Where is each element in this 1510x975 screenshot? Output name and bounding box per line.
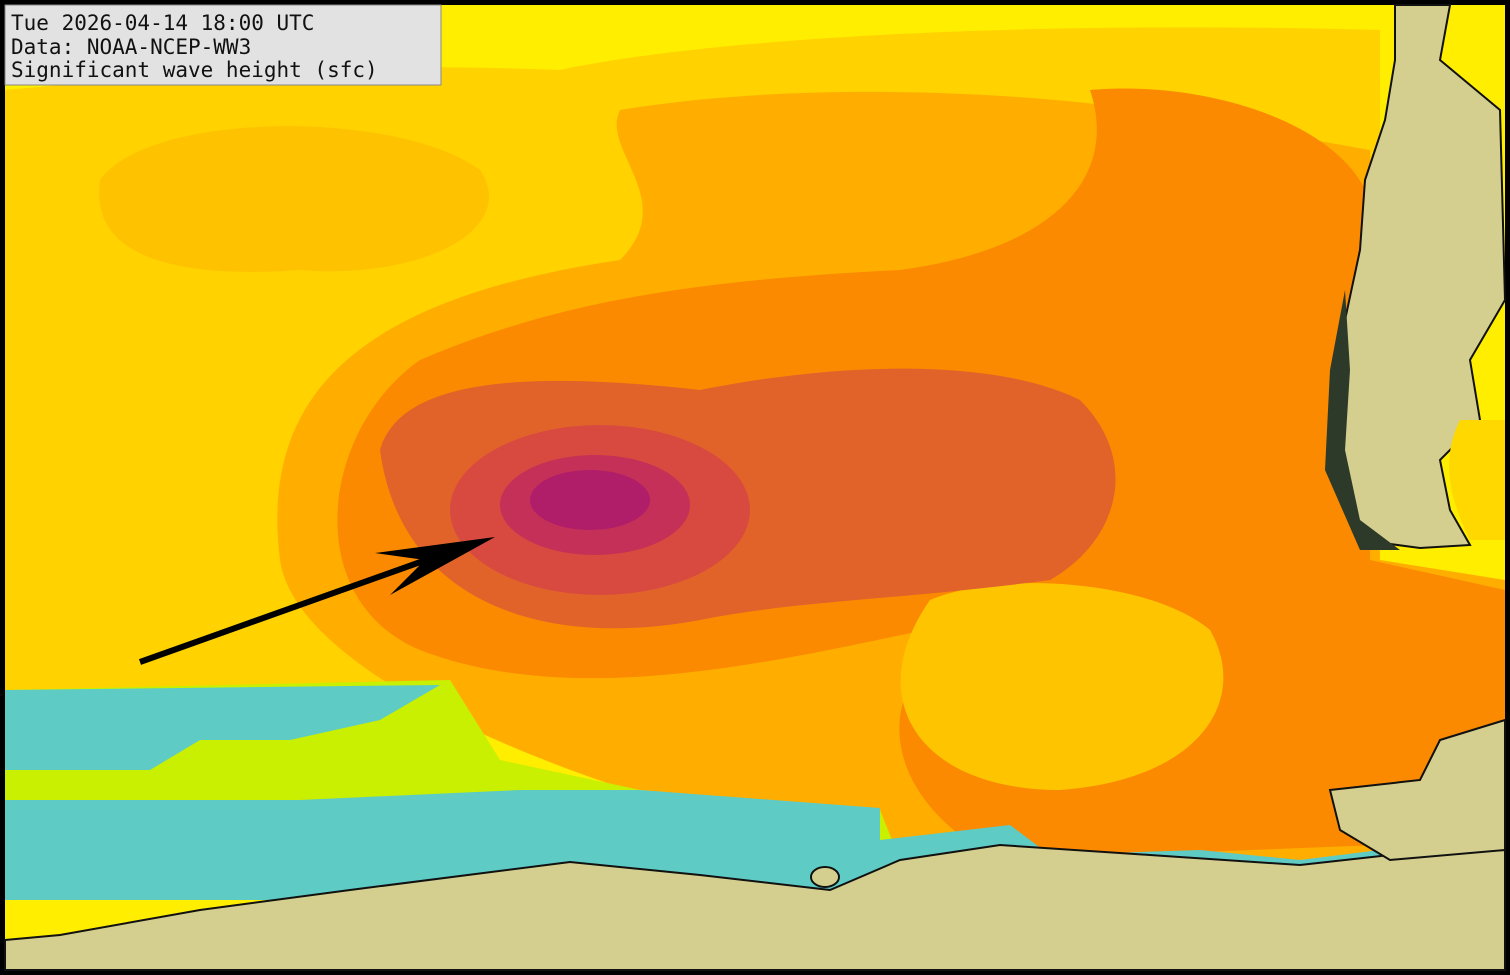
island	[810, 866, 840, 888]
arrow-head	[375, 537, 495, 595]
atlantic-patch	[1449, 420, 1505, 540]
info-box: Tue 2026-04-14 18:00 UTC Data: NOAA-NCEP…	[4, 4, 442, 86]
peninsula	[1328, 718, 1506, 862]
sea-ice-1	[5, 685, 440, 770]
band-2	[99, 126, 489, 272]
data-source: Data: NOAA-NCEP-WW3	[11, 35, 251, 59]
south-america	[1328, 4, 1507, 550]
field-name: Significant wave height (sfc)	[11, 58, 378, 82]
antarctica	[4, 843, 1506, 971]
timestamp: Tue 2026-04-14 18:00 UTC	[11, 11, 314, 35]
info-box-bg	[4, 4, 442, 86]
arrow	[138, 537, 495, 665]
fjords	[1325, 290, 1400, 550]
map-area	[4, 4, 1507, 971]
calm-patch	[900, 583, 1224, 790]
arrow-shaft	[138, 552, 442, 665]
peak	[530, 470, 650, 530]
